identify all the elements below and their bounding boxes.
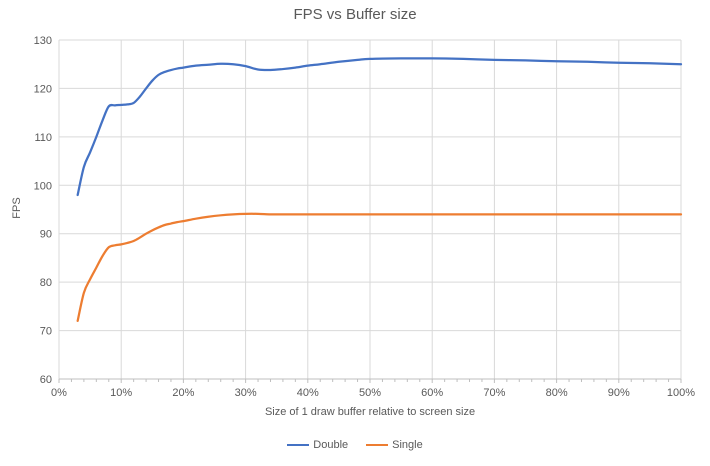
y-tick-label: 80 <box>40 277 52 289</box>
series-line-double <box>76 57 683 197</box>
legend-item-double[interactable]: Double <box>287 439 348 451</box>
legend-line-swatch-double <box>287 444 310 446</box>
y-tick-label: 110 <box>34 132 52 144</box>
x-tick-label: 60% <box>421 387 443 399</box>
x-tick-label: 20% <box>172 387 194 399</box>
x-tick-label: 30% <box>235 387 257 399</box>
x-tick-label: 70% <box>483 387 505 399</box>
series-lines <box>76 57 683 323</box>
y-axis-title: FPS <box>11 197 23 219</box>
series-line-single <box>76 212 683 323</box>
gridlines <box>58 39 682 379</box>
x-tick-label: 10% <box>110 387 132 399</box>
chart-title: FPS vs Buffer size <box>293 6 417 23</box>
y-tick-label: 60 <box>40 374 52 386</box>
y-tick-label: 70 <box>40 326 52 338</box>
y-tick-label: 130 <box>34 35 52 47</box>
x-tick-label: 80% <box>546 387 568 399</box>
legend: Double Single <box>0 439 710 451</box>
x-tick-label: 0% <box>51 387 67 399</box>
x-axis-line <box>58 378 682 383</box>
x-tick-label: 90% <box>608 387 630 399</box>
y-tick-label: 90 <box>40 229 52 241</box>
y-tick-label: 120 <box>34 83 52 95</box>
y-tick-label: 100 <box>34 180 52 192</box>
x-tick-label: 40% <box>297 387 319 399</box>
legend-line-swatch-single <box>366 444 389 446</box>
x-axis-title: Size of 1 draw buffer relative to screen… <box>264 406 476 418</box>
legend-label-double: Double <box>313 439 349 451</box>
legend-label-single: Single <box>392 439 423 451</box>
x-tick-label: 100% <box>667 387 695 399</box>
legend-item-single[interactable]: Single <box>366 439 423 451</box>
x-tick-label: 50% <box>359 387 381 399</box>
axis-tick-labels: 60 70 80 90 100 110 120 130 0% 10% 20% 30% 40% 50% 60%… <box>34 35 696 399</box>
